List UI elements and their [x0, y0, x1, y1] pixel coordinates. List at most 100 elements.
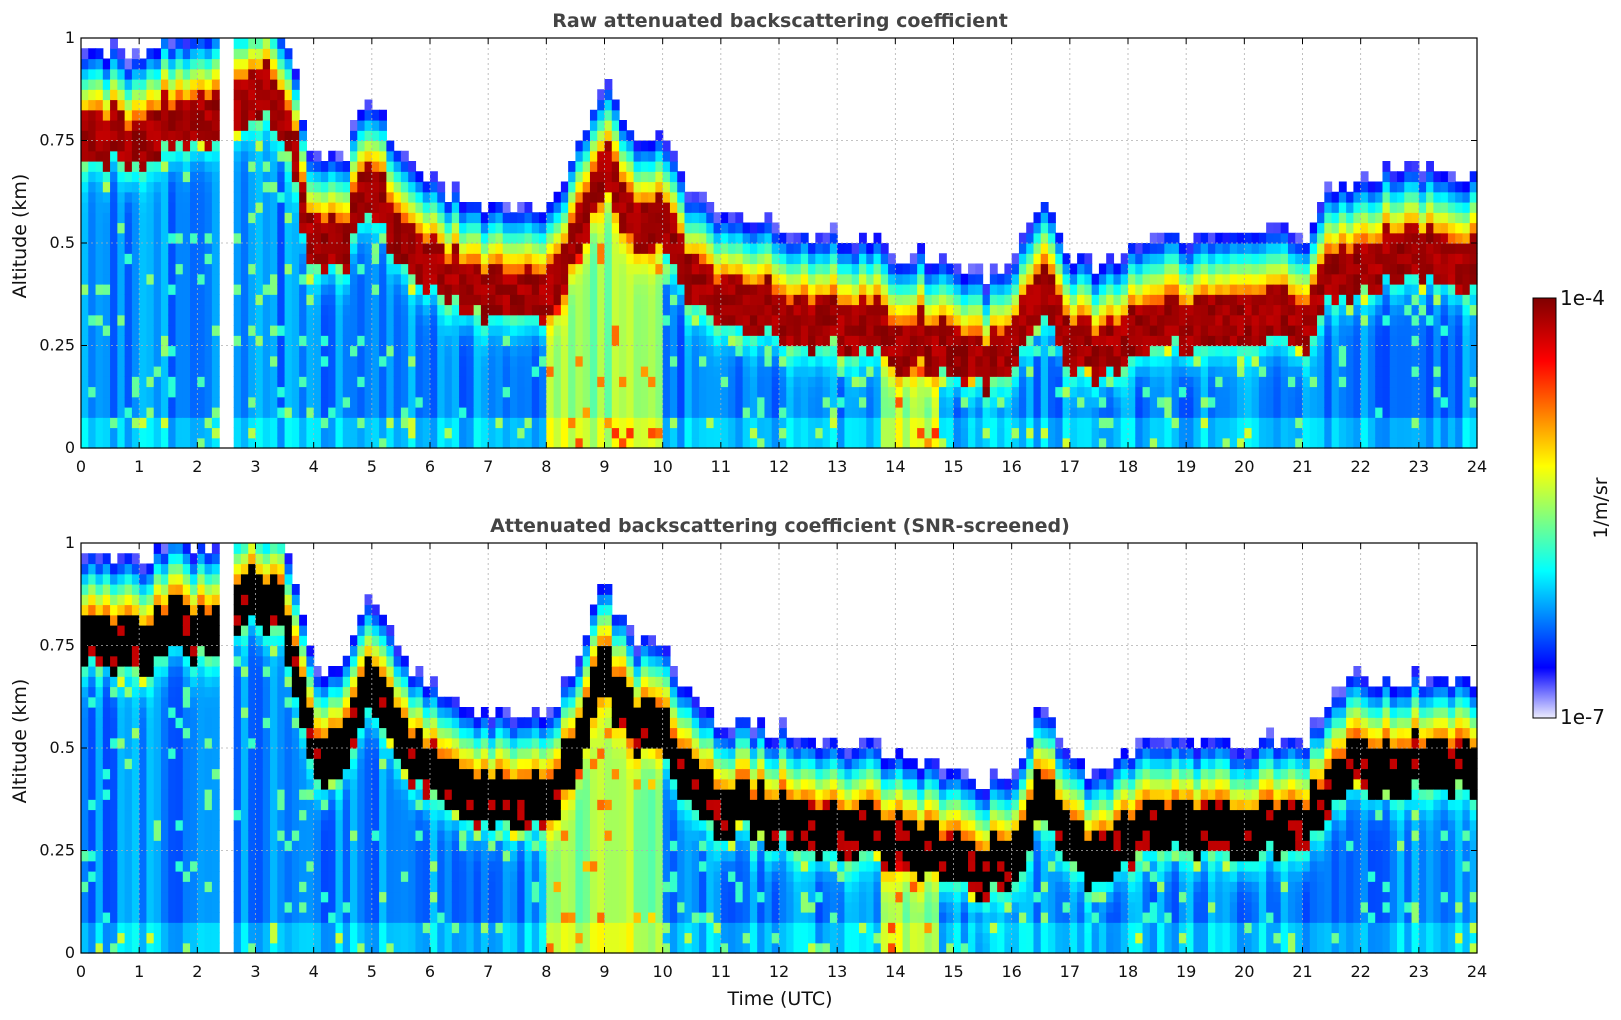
heatmap-cell [1266, 304, 1275, 316]
heatmap-cell [284, 304, 293, 316]
heatmap-cell [190, 99, 198, 111]
heatmap-cell [1353, 202, 1362, 213]
heatmap-cell [393, 273, 402, 285]
heatmap-cell [1447, 273, 1456, 285]
heatmap-cell [335, 325, 344, 336]
heatmap-cell [386, 273, 395, 285]
heatmap-cell [960, 376, 969, 388]
heatmap-cell [1346, 335, 1354, 347]
heatmap-cell [139, 325, 148, 336]
heatmap-cell [139, 161, 148, 172]
heatmap-cell [415, 284, 424, 295]
heatmap-cell [1317, 366, 1325, 377]
heatmap-cell [931, 284, 940, 295]
heatmap-cell [248, 232, 257, 244]
heatmap-cell [517, 212, 526, 224]
heatmap-cell [182, 181, 191, 193]
heatmap-cell [386, 284, 395, 295]
heatmap-cell [1164, 396, 1173, 408]
heatmap-cell [1200, 355, 1209, 367]
heatmap-cell [1440, 253, 1449, 265]
heatmap-cell [786, 396, 795, 408]
heatmap-cell [379, 427, 387, 439]
heatmap-cell [793, 253, 802, 265]
heatmap-cell [1004, 284, 1013, 295]
heatmap-cell [1258, 427, 1267, 439]
heatmap-cell [917, 335, 926, 347]
heatmap-cell [669, 335, 678, 347]
heatmap-cell [589, 243, 598, 254]
heatmap-cell [153, 294, 162, 306]
heatmap-cell [1440, 284, 1449, 295]
heatmap-cell [873, 437, 882, 449]
heatmap-cell [735, 407, 744, 418]
heatmap-cell [1266, 335, 1275, 347]
heatmap-cell [386, 345, 395, 357]
heatmap-cell [1426, 325, 1434, 336]
heatmap-cell [1375, 243, 1384, 254]
heatmap-cell [1287, 427, 1296, 439]
heatmap-cell [1040, 427, 1049, 439]
heatmap-cell [1215, 304, 1224, 316]
heatmap-cell [139, 130, 148, 142]
heatmap-cell [1193, 232, 1202, 244]
heatmap-cell [131, 376, 140, 388]
heatmap-cell [1055, 273, 1064, 285]
heatmap-cell [1142, 355, 1151, 367]
heatmap-cell [81, 243, 89, 254]
heatmap-cell [1295, 376, 1304, 388]
heatmap-cell [139, 417, 148, 429]
heatmap-cell [946, 273, 955, 285]
heatmap-cell [866, 345, 875, 357]
heatmap-cell [982, 325, 991, 336]
heatmap-cell [1251, 253, 1260, 265]
heatmap-cell [299, 386, 307, 398]
heatmap-cell [299, 150, 307, 162]
heatmap-cell [1317, 386, 1325, 398]
heatmap-cell [989, 355, 998, 367]
heatmap-cell [1258, 243, 1267, 254]
heatmap-cell [1091, 325, 1100, 336]
heatmap-cell [808, 273, 816, 285]
heatmap-cell [95, 376, 104, 388]
heatmap-cell [1149, 325, 1158, 336]
heatmap-cell [306, 222, 315, 234]
heatmap-cell [459, 232, 467, 244]
heatmap-cell [146, 202, 155, 213]
heatmap-cell [1302, 376, 1311, 388]
heatmap-cell [146, 212, 155, 224]
heatmap-cell [546, 304, 555, 316]
heatmap-cell [808, 284, 816, 295]
heatmap-cell [1149, 335, 1158, 347]
heatmap-cell [415, 263, 424, 275]
heatmap-cell [509, 335, 518, 347]
heatmap-cell [713, 232, 722, 244]
heatmap-cell [1266, 273, 1275, 285]
heatmap-cell [793, 417, 802, 429]
heatmap-cell [713, 273, 722, 285]
heatmap-cell [757, 273, 766, 285]
heatmap-cell [175, 222, 184, 234]
heatmap-cell [146, 58, 155, 70]
heatmap-cell [997, 304, 1005, 316]
heatmap-cell [350, 376, 358, 388]
heatmap-cell [1331, 386, 1340, 398]
heatmap-cell [400, 407, 409, 418]
heatmap-cell [517, 273, 526, 285]
heatmap-cell [81, 376, 89, 388]
heatmap-cell [1193, 386, 1202, 398]
heatmap-cell [1157, 437, 1165, 449]
heatmap-cell [88, 345, 97, 357]
heatmap-cell [764, 427, 773, 439]
heatmap-cell [655, 222, 664, 234]
heatmap-cell [699, 304, 707, 316]
heatmap-cell [960, 314, 969, 326]
heatmap-cell [1229, 335, 1238, 347]
heatmap-cell [240, 48, 249, 60]
heatmap-cell [742, 427, 751, 439]
heatmap-cell [1462, 366, 1471, 377]
heatmap-cell [175, 232, 184, 244]
heatmap-cell [270, 89, 278, 101]
heatmap-cell [284, 120, 293, 131]
heatmap-cell [204, 335, 213, 347]
